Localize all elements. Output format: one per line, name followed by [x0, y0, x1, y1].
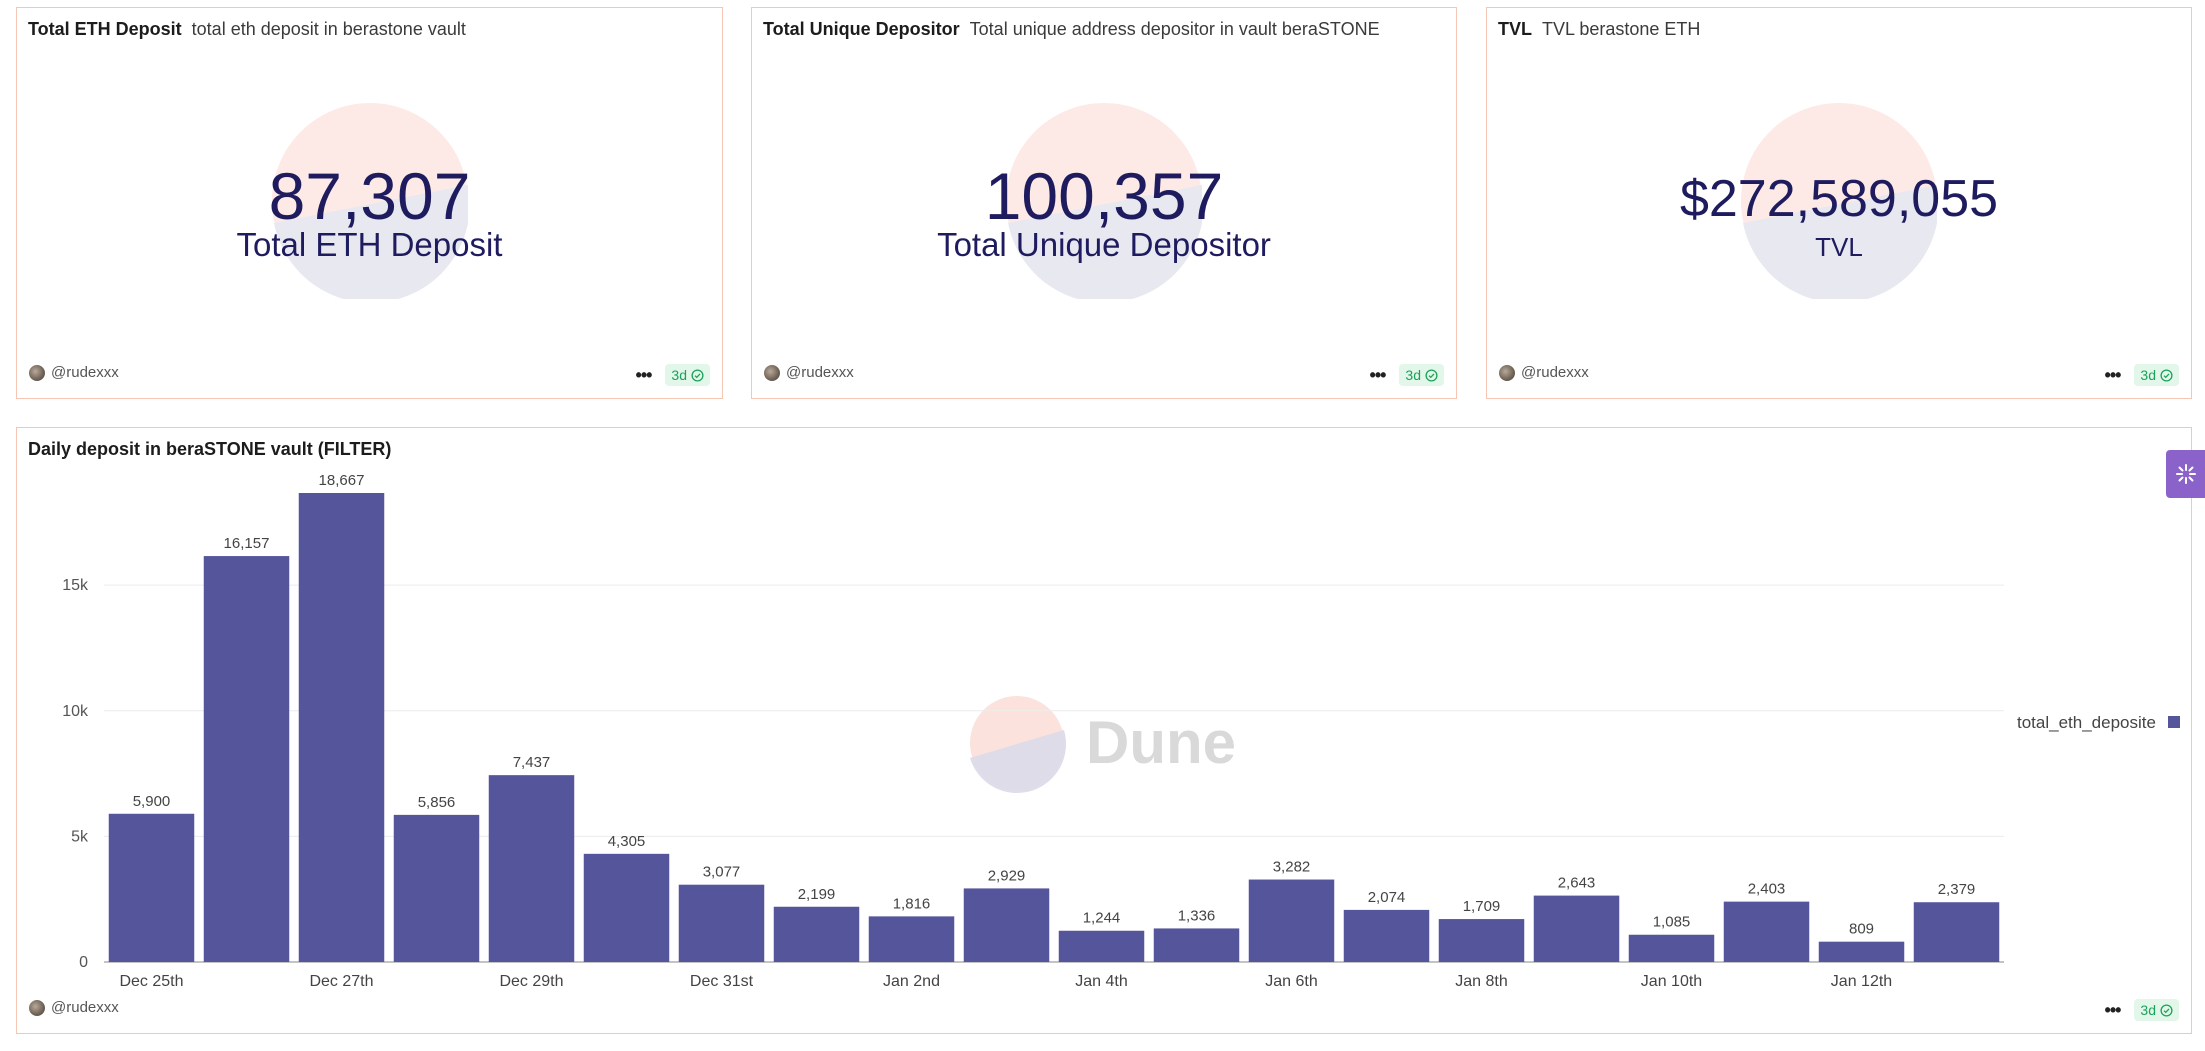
- check-circle-icon: [691, 368, 704, 382]
- counter-label: Total Unique Depositor: [937, 226, 1271, 263]
- card-header: Total Unique Depositor Total unique addre…: [763, 19, 1380, 40]
- side-panel-tab[interactable]: [2166, 450, 2205, 498]
- card-footer: @rudexxx ••• 3d: [1499, 364, 2179, 386]
- counter-card-total-unique-depositor: Total Unique Depositor Total unique addre…: [751, 7, 1457, 399]
- counter-value: 87,307: [268, 159, 471, 233]
- freshness-badge[interactable]: 3d: [2134, 364, 2179, 386]
- avatar: [1499, 364, 1515, 381]
- freshness-age: 3d: [2140, 367, 2156, 383]
- counter-card-tvl: TVL TVL berastone ETH $272,589,055 TVL @r…: [1486, 7, 2192, 399]
- counter-label: TVL: [1815, 232, 1863, 262]
- check-circle-icon: [2160, 368, 2173, 382]
- card-header: TVL TVL berastone ETH: [1498, 19, 1700, 40]
- card-title[interactable]: Total ETH Deposit: [28, 19, 182, 39]
- counter-display: 100,357 Total Unique Depositor: [752, 103, 1456, 303]
- freshness-badge[interactable]: 3d: [665, 364, 710, 386]
- more-options-icon[interactable]: •••: [2104, 1000, 2122, 1020]
- freshness-badge[interactable]: 3d: [2134, 999, 2179, 1021]
- card-footer: @rudexxx ••• 3d: [29, 999, 2179, 1021]
- chart-title[interactable]: Daily deposit in beraSTONE vault (FILTER…: [28, 439, 392, 459]
- dune-logo-icon: [271, 103, 468, 299]
- more-options-icon[interactable]: •••: [2104, 365, 2122, 385]
- author-name: @rudexxx: [786, 364, 854, 381]
- card-title[interactable]: TVL: [1498, 19, 1532, 39]
- counter-card-total-eth-deposit: Total ETH Deposit total eth deposit in be…: [16, 7, 723, 399]
- author-name: @rudexxx: [51, 364, 119, 381]
- counter-display: $272,589,055 TVL: [1487, 103, 2191, 303]
- chart-card-daily-deposit: Daily deposit in beraSTONE vault (FILTER…: [16, 427, 2192, 1034]
- card-description: Total unique address depositor in vault …: [969, 19, 1380, 39]
- card-actions: ••• 3d: [636, 364, 710, 386]
- author-link[interactable]: @rudexxx: [1499, 364, 1589, 381]
- author-name: @rudexxx: [51, 999, 119, 1016]
- author-link[interactable]: @rudexxx: [764, 364, 854, 381]
- dune-logo-icon: [1741, 103, 1937, 299]
- card-description: total eth deposit in berastone vault: [191, 19, 466, 39]
- more-options-icon[interactable]: •••: [1369, 365, 1387, 385]
- counter-value: 100,357: [984, 159, 1224, 233]
- card-actions: ••• 3d: [2105, 364, 2179, 386]
- freshness-age: 3d: [671, 367, 687, 383]
- avatar: [29, 999, 45, 1016]
- more-options-icon[interactable]: •••: [635, 365, 653, 385]
- card-footer: @rudexxx ••• 3d: [29, 364, 710, 386]
- avatar: [764, 364, 780, 381]
- freshness-badge[interactable]: 3d: [1399, 364, 1444, 386]
- dune-logo-icon: [1006, 103, 1202, 299]
- card-description: TVL berastone ETH: [1542, 19, 1701, 39]
- counter-display: 87,307 Total ETH Deposit: [17, 103, 722, 303]
- check-circle-icon: [2160, 1003, 2173, 1017]
- card-header: Daily deposit in beraSTONE vault (FILTER…: [28, 439, 391, 460]
- counter-label: Total ETH Deposit: [236, 226, 503, 263]
- card-footer: @rudexxx ••• 3d: [764, 364, 1444, 386]
- counter-value: $272,589,055: [1679, 170, 1999, 228]
- card-header: Total ETH Deposit total eth deposit in be…: [28, 19, 466, 40]
- card-actions: ••• 3d: [2105, 999, 2179, 1021]
- card-actions: ••• 3d: [1370, 364, 1444, 386]
- check-circle-icon: [1425, 368, 1438, 382]
- author-link[interactable]: @rudexxx: [29, 999, 119, 1016]
- author-link[interactable]: @rudexxx: [29, 364, 119, 381]
- freshness-age: 3d: [1405, 367, 1421, 383]
- avatar: [29, 364, 45, 381]
- author-name: @rudexxx: [1521, 364, 1589, 381]
- freshness-age: 3d: [2140, 1002, 2156, 1018]
- sparkle-icon: [2175, 464, 2196, 484]
- card-title[interactable]: Total Unique Depositor: [763, 19, 960, 39]
